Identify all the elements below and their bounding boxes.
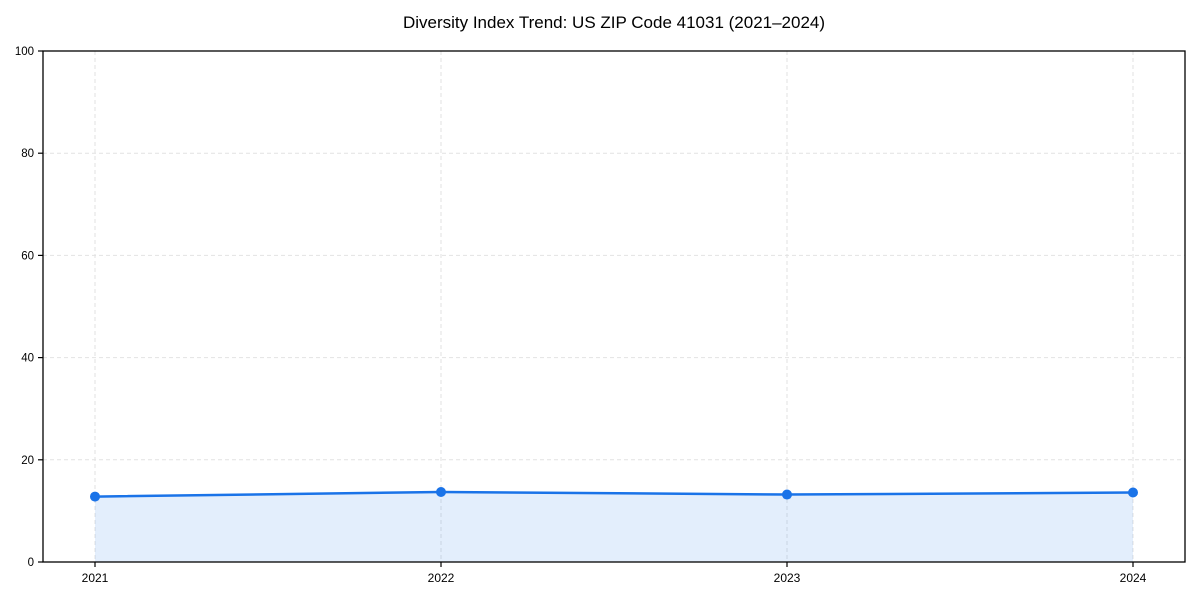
area-fill — [95, 491, 1133, 562]
x-tick-label: 2024 — [1120, 571, 1147, 585]
x-tick-label: 2022 — [428, 571, 455, 585]
x-tick-label: 2021 — [82, 571, 109, 585]
plot-frame — [42, 50, 1186, 563]
chart-title: Diversity Index Trend: US ZIP Code 41031… — [402, 13, 826, 32]
y-tick-label: 20 — [21, 455, 34, 467]
series-line — [93, 490, 1135, 498]
data-point — [90, 491, 100, 502]
data-point — [1128, 487, 1138, 498]
y-tick-label: 0 — [28, 557, 34, 569]
y-tick-label: 100 — [15, 46, 34, 58]
y-tick-label: 80 — [21, 148, 34, 160]
data-point — [436, 486, 446, 497]
y-tick-label: 60 — [21, 250, 34, 262]
x-tick-label: 2023 — [774, 571, 801, 585]
y-tick-label: 40 — [21, 353, 34, 365]
data-point — [782, 489, 792, 500]
